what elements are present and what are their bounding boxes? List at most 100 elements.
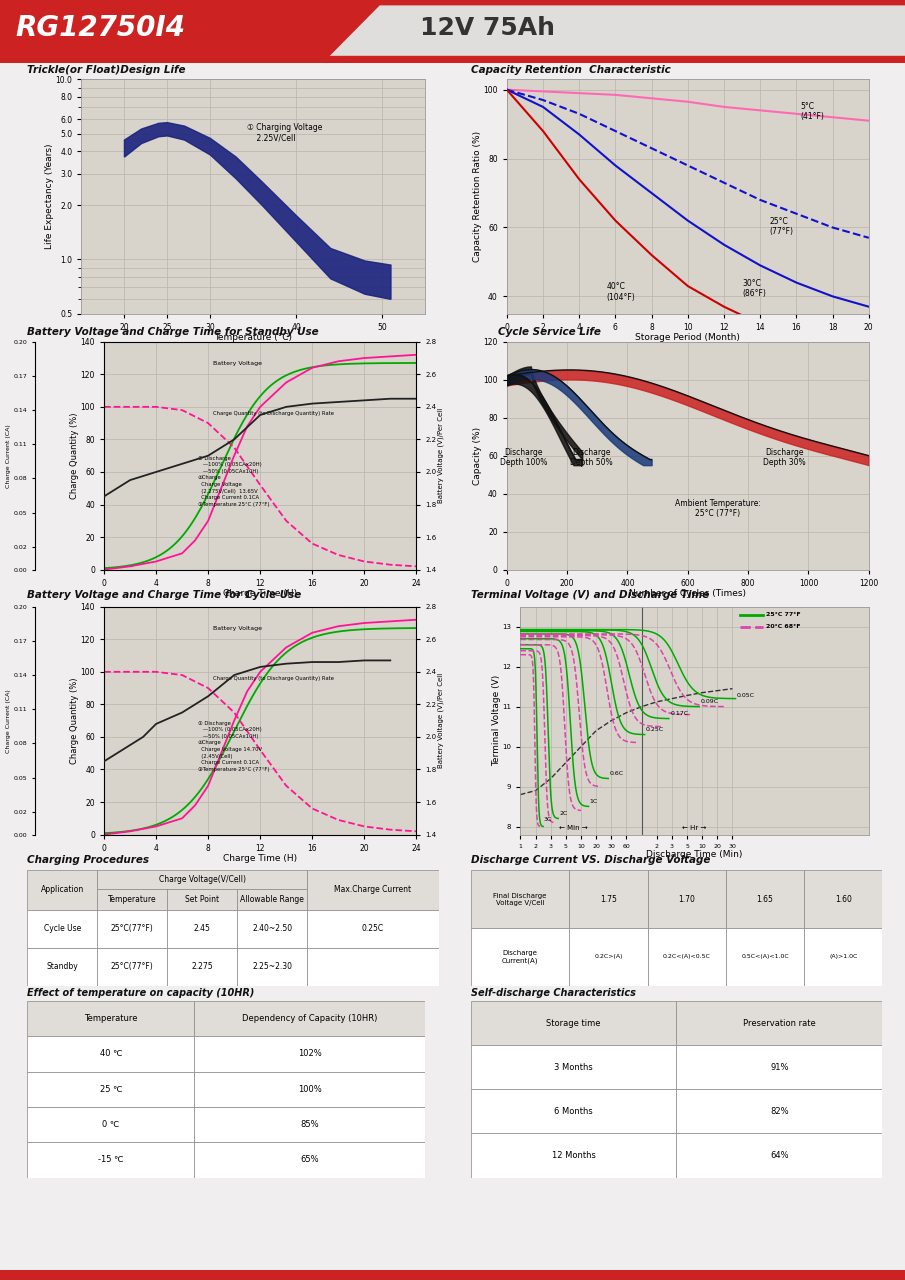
Text: Self-discharge Characteristics: Self-discharge Characteristics (471, 988, 635, 998)
Text: Terminal Voltage (V) and Discharge Time: Terminal Voltage (V) and Discharge Time (471, 590, 709, 600)
X-axis label: Temperature (°C): Temperature (°C) (214, 333, 292, 342)
Text: Preservation rate: Preservation rate (743, 1019, 815, 1028)
Bar (97, 870, 307, 888)
Text: 102%: 102% (298, 1050, 322, 1059)
Bar (471, 1001, 677, 1044)
Bar (677, 1044, 882, 1089)
Text: 0.17C: 0.17C (671, 710, 689, 716)
Text: Battery Voltage and Charge Time for Cycle Use: Battery Voltage and Charge Time for Cycl… (27, 590, 301, 600)
Bar (677, 1134, 882, 1178)
Bar (167, 888, 237, 910)
Text: 100%: 100% (298, 1084, 322, 1094)
Text: Trickle(or Float)Design Life: Trickle(or Float)Design Life (27, 65, 186, 76)
Y-axis label: Capacity Retention Ratio (%): Capacity Retention Ratio (%) (473, 131, 481, 262)
Bar (97, 888, 167, 910)
Bar (648, 870, 726, 928)
Text: Allowable Range: Allowable Range (240, 895, 304, 904)
Y-axis label: Charge Current (CA): Charge Current (CA) (6, 424, 11, 488)
Text: Cycle Use: Cycle Use (43, 924, 81, 933)
X-axis label: Charge Time (H): Charge Time (H) (224, 854, 297, 863)
Bar (569, 870, 648, 928)
Text: Ambient Temperature:
25°C (77°F): Ambient Temperature: 25°C (77°F) (675, 499, 761, 518)
Bar (726, 870, 805, 928)
Text: 1.60: 1.60 (834, 895, 852, 904)
Text: 12V 75Ah: 12V 75Ah (420, 17, 555, 41)
Text: 25 ℃: 25 ℃ (100, 1084, 122, 1094)
Y-axis label: Charge Current (CA): Charge Current (CA) (6, 689, 11, 753)
Text: 91%: 91% (770, 1062, 788, 1071)
Text: Discharge
Depth 100%: Discharge Depth 100% (500, 448, 548, 467)
Text: Discharge Current VS. Discharge Voltage: Discharge Current VS. Discharge Voltage (471, 855, 710, 865)
X-axis label: Storage Period (Month): Storage Period (Month) (635, 333, 740, 342)
Text: 25°C
(77°F): 25°C (77°F) (769, 218, 794, 237)
Bar (805, 928, 882, 986)
Text: 20°C 68°F: 20°C 68°F (766, 625, 800, 630)
Bar (726, 928, 805, 986)
Bar (0, 55, 905, 63)
Text: Charge Voltage(V/Cell): Charge Voltage(V/Cell) (158, 876, 245, 884)
Text: 12 Months: 12 Months (552, 1151, 595, 1160)
Text: Temperature: Temperature (84, 1014, 138, 1023)
Bar (307, 947, 439, 986)
Text: Discharge
Current(A): Discharge Current(A) (501, 950, 538, 964)
Text: Effect of temperature on capacity (10HR): Effect of temperature on capacity (10HR) (27, 988, 254, 998)
Text: 2.25~2.30: 2.25~2.30 (252, 963, 292, 972)
Text: 2.40~2.50: 2.40~2.50 (252, 924, 292, 933)
Text: Application: Application (41, 886, 84, 895)
Bar (237, 888, 307, 910)
Text: 2C: 2C (559, 810, 567, 815)
Text: 0.25C: 0.25C (646, 727, 664, 732)
Text: Set Point: Set Point (186, 895, 219, 904)
Text: ① Discharge
   —100% (0.05CAx20H)
   —50% (0.05CAx10H)
②Charge
  Charge Voltage
: ① Discharge —100% (0.05CAx20H) —50% (0.0… (197, 456, 270, 507)
Text: 0.2C>(A): 0.2C>(A) (595, 955, 623, 959)
Text: ← Min →: ← Min → (559, 826, 587, 832)
Bar (27, 1037, 195, 1071)
Bar (237, 947, 307, 986)
Text: Charging Procedures: Charging Procedures (27, 855, 149, 865)
Text: 1.75: 1.75 (600, 895, 617, 904)
Text: 64%: 64% (770, 1151, 789, 1160)
X-axis label: Charge Time (H): Charge Time (H) (224, 589, 297, 598)
Text: 6 Months: 6 Months (554, 1107, 593, 1116)
Bar (471, 870, 569, 928)
Text: 1C: 1C (589, 799, 597, 804)
X-axis label: Discharge Time (Min): Discharge Time (Min) (646, 850, 743, 859)
Polygon shape (330, 6, 905, 56)
Text: Battery Voltage and Charge Time for Standby Use: Battery Voltage and Charge Time for Stan… (27, 328, 319, 338)
Text: Standby: Standby (46, 963, 78, 972)
Text: 1.70: 1.70 (679, 895, 695, 904)
Text: Max.Charge Current: Max.Charge Current (335, 886, 412, 895)
Text: 0.05C: 0.05C (737, 692, 755, 698)
Text: 0.5C<(A)<1.0C: 0.5C<(A)<1.0C (741, 955, 789, 959)
Bar (677, 1001, 882, 1044)
Text: Final Discharge
Voltage V/Cell: Final Discharge Voltage V/Cell (493, 892, 547, 906)
Bar (471, 1134, 677, 1178)
Text: 40 ℃: 40 ℃ (100, 1050, 122, 1059)
Text: 0 ℃: 0 ℃ (102, 1120, 119, 1129)
Text: 65%: 65% (300, 1156, 319, 1165)
Bar (805, 870, 882, 928)
Bar (471, 1089, 677, 1134)
Bar (27, 1001, 195, 1037)
Bar (307, 910, 439, 947)
Text: -15 ℃: -15 ℃ (98, 1156, 123, 1165)
Y-axis label: Life Expectancy (Years): Life Expectancy (Years) (45, 143, 54, 250)
Text: 5°C
(41°F): 5°C (41°F) (800, 101, 824, 122)
Text: 0.25C: 0.25C (362, 924, 384, 933)
Bar (27, 870, 97, 910)
Bar (27, 1107, 195, 1142)
Text: Capacity Retention  Characteristic: Capacity Retention Characteristic (471, 65, 671, 76)
Bar (471, 1044, 677, 1089)
Text: RG12750I4: RG12750I4 (15, 14, 185, 42)
Text: Storage time: Storage time (547, 1019, 601, 1028)
Text: 25°C(77°F): 25°C(77°F) (110, 963, 154, 972)
Bar (677, 1089, 882, 1134)
Text: 0.2C<(A)<0.5C: 0.2C<(A)<0.5C (662, 955, 710, 959)
Bar (167, 910, 237, 947)
Text: Discharge
Depth 50%: Discharge Depth 50% (570, 448, 613, 467)
Text: Battery Voltage: Battery Voltage (214, 361, 262, 366)
Text: Battery Voltage: Battery Voltage (214, 626, 262, 631)
X-axis label: Number of Cycles (Times): Number of Cycles (Times) (629, 589, 747, 598)
Text: ① Discharge
   —100% (0.05CAx20H)
   —50% (0.05CAx10H)
②Charge
  Charge Voltage : ① Discharge —100% (0.05CAx20H) —50% (0.0… (197, 721, 270, 772)
Text: ① Charging Voltage
    2.25V/Cell: ① Charging Voltage 2.25V/Cell (246, 123, 322, 142)
